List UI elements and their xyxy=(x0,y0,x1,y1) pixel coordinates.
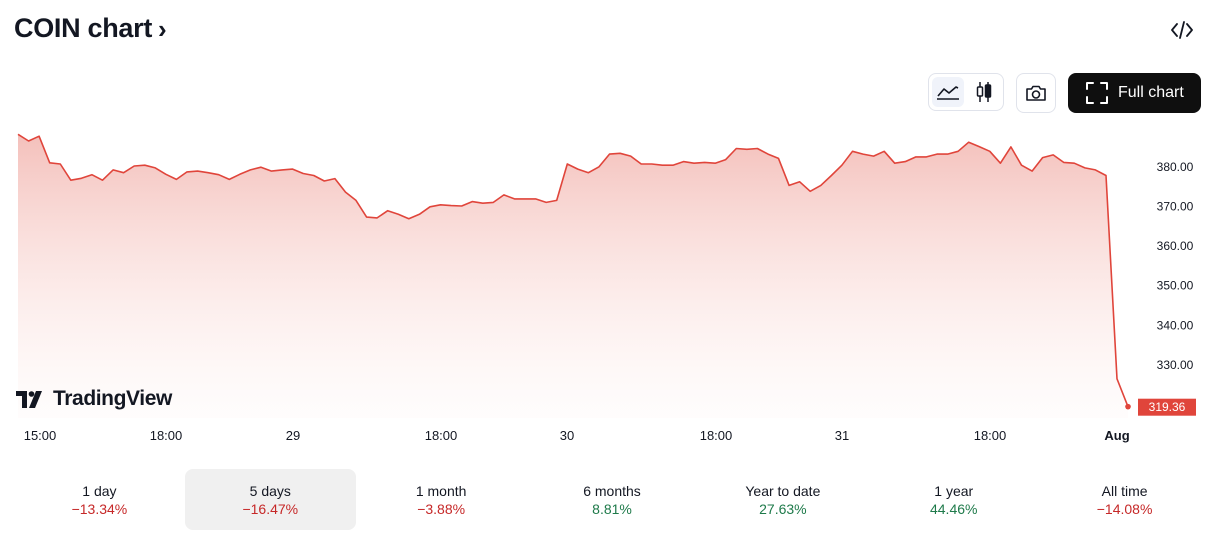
chevron-right-icon: › xyxy=(158,14,167,44)
period-selector: 1 day −13.34% 5 days −16.47% 1 month −3.88% 6 … xyxy=(14,469,1210,530)
chart-type-toggle xyxy=(928,73,1004,111)
price-area-fill xyxy=(18,134,1128,419)
embed-code-button[interactable] xyxy=(1166,14,1198,46)
period-option[interactable]: All time −14.08% xyxy=(1039,469,1210,530)
period-change: 27.63% xyxy=(759,500,807,517)
period-change: −16.47% xyxy=(242,500,299,517)
candlestick-chart-button[interactable] xyxy=(968,77,1000,107)
tradingview-logo: TradingView xyxy=(16,387,172,411)
x-tick-label: 15:00 xyxy=(24,428,57,443)
period-option[interactable]: 1 year 44.46% xyxy=(868,469,1039,530)
y-tick-label: 340.00 xyxy=(1157,318,1194,332)
chart-toolbar: Full chart xyxy=(928,73,1201,113)
code-icon xyxy=(1171,21,1193,39)
expand-icon xyxy=(1086,82,1108,104)
period-option[interactable]: 5 days −16.47% xyxy=(184,469,356,530)
x-tick-label: 18:00 xyxy=(150,428,183,443)
y-tick-label: 350.00 xyxy=(1157,279,1194,293)
full-chart-button[interactable]: Full chart xyxy=(1068,73,1201,113)
y-tick-label: 330.00 xyxy=(1157,358,1194,372)
price-chart[interactable]: 380.00 370.00 360.00 350.00 340.00 330.00 319.… xyxy=(0,120,1226,450)
tradingview-brand-text: TradingView xyxy=(53,387,172,410)
full-chart-label: Full chart xyxy=(1118,84,1184,101)
x-tick-label: 18:00 xyxy=(974,428,1007,443)
period-option[interactable]: 1 day −13.34% xyxy=(14,469,185,530)
x-tick-label: 31 xyxy=(835,428,849,443)
period-change: −3.88% xyxy=(417,500,466,517)
area-chart-button[interactable] xyxy=(932,77,964,107)
x-tick-label: 29 xyxy=(286,428,300,443)
period-change: −13.34% xyxy=(71,500,128,517)
last-price-label: 319.36 xyxy=(1149,400,1186,414)
y-tick-label: 370.00 xyxy=(1157,200,1194,214)
x-tick-label: 18:00 xyxy=(700,428,733,443)
period-label: 5 days xyxy=(249,482,291,499)
chart-title-text: COIN chart xyxy=(14,13,153,43)
last-price-marker xyxy=(1125,403,1131,410)
tradingview-logo-icon xyxy=(16,390,42,408)
period-change: 8.81% xyxy=(592,500,632,517)
period-label: All time xyxy=(1101,482,1148,499)
last-price-label-bg xyxy=(1138,398,1196,416)
x-tick-label: Aug xyxy=(1104,428,1129,443)
period-label: Year to date xyxy=(745,482,821,499)
area-chart-icon xyxy=(937,86,959,100)
period-option[interactable]: 6 months 8.81% xyxy=(527,469,698,530)
x-tick-label: 18:00 xyxy=(425,428,458,443)
period-label: 1 day xyxy=(82,482,117,499)
price-line xyxy=(17,133,1129,407)
y-tick-label: 360.00 xyxy=(1157,239,1194,253)
period-label: 6 months xyxy=(583,482,641,499)
period-option[interactable]: 1 month −3.88% xyxy=(356,469,527,530)
y-tick-label: 380.00 xyxy=(1157,160,1194,174)
candlestick-icon xyxy=(976,82,992,102)
camera-icon xyxy=(1026,85,1046,101)
period-label: 1 month xyxy=(415,482,467,499)
period-label: 1 year xyxy=(934,482,974,499)
x-tick-label: 30 xyxy=(560,428,574,443)
period-change: 44.46% xyxy=(929,500,978,517)
chart-title[interactable]: COIN chart › xyxy=(14,12,167,45)
period-change: −14.08% xyxy=(1096,500,1153,517)
snapshot-button[interactable] xyxy=(1016,73,1056,113)
period-option[interactable]: Year to date 27.63% xyxy=(697,469,868,530)
